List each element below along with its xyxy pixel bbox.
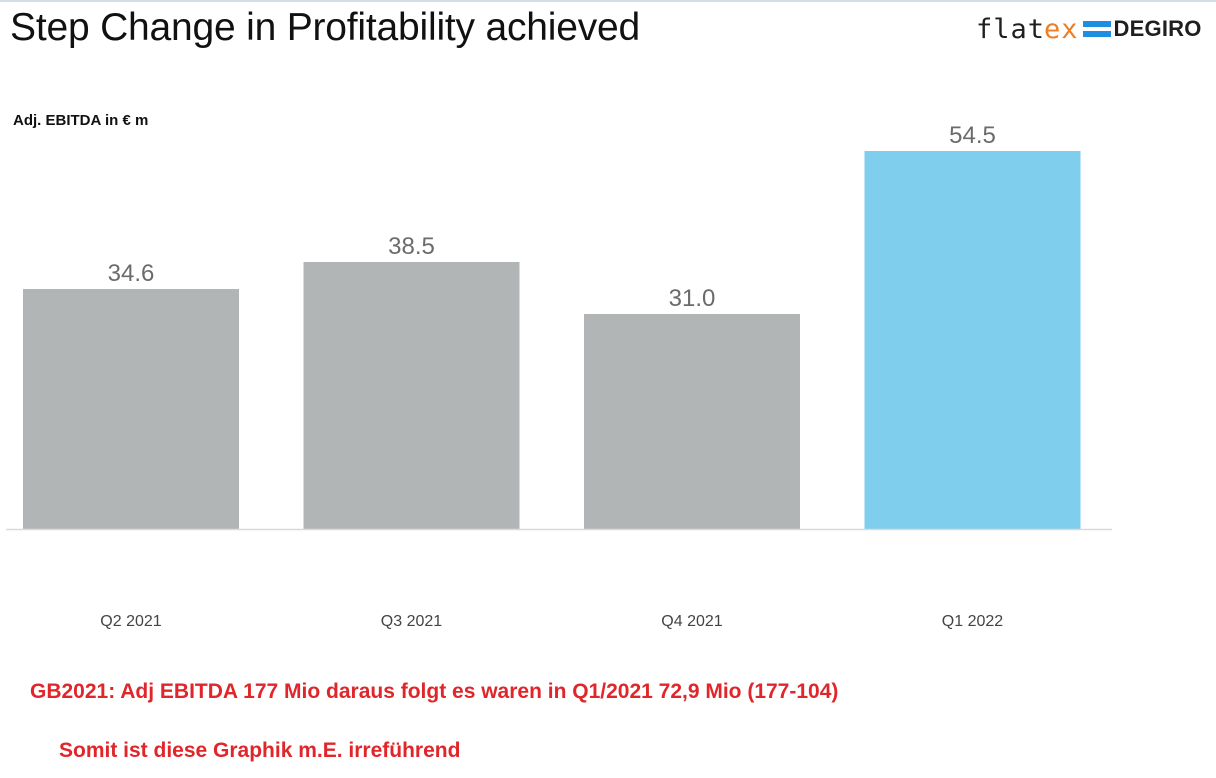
bar-2 bbox=[303, 261, 520, 529]
page-title: Step Change in Profitability achieved bbox=[10, 6, 640, 49]
bar-4 bbox=[864, 151, 1081, 529]
bar-value-label-4: 54.5 bbox=[949, 122, 996, 149]
bar-1 bbox=[23, 289, 239, 529]
bar-value-label-1: 34.6 bbox=[108, 260, 155, 287]
y-axis-unit-label: Adj. EBITDA in € m bbox=[13, 112, 149, 129]
x-tick-label-4: Q1 2022 bbox=[942, 613, 1003, 630]
x-tick-label-1: Q2 2021 bbox=[100, 613, 161, 630]
logo-text-flat: flat bbox=[976, 13, 1046, 45]
logo-text-ex: ex bbox=[1044, 13, 1079, 45]
top-rule bbox=[0, 0, 1216, 2]
bar-chart: 34.6 Q2 2021 38.5 Q3 2021 31.0 Q4 2021 54.5 Q1 … bbox=[6, 122, 1112, 630]
x-tick-label-3: Q4 2021 bbox=[661, 613, 722, 630]
logo-text-degiro: DEGIRO bbox=[1113, 16, 1202, 41]
bar-3 bbox=[584, 313, 800, 529]
annotation-note-2: Somit ist diese Graphik m.E. irreführend bbox=[59, 739, 461, 762]
bar-value-label-2: 38.5 bbox=[388, 233, 435, 260]
company-logo: flat ex DEGIRO bbox=[976, 12, 1202, 46]
bar-value-label-3: 31.0 bbox=[669, 285, 716, 312]
logo-equals-icon bbox=[1082, 21, 1111, 37]
x-tick-label-2: Q3 2021 bbox=[381, 613, 442, 630]
annotation-note-1: GB2021: Adj EBITDA 177 Mio daraus folgt … bbox=[30, 680, 839, 703]
